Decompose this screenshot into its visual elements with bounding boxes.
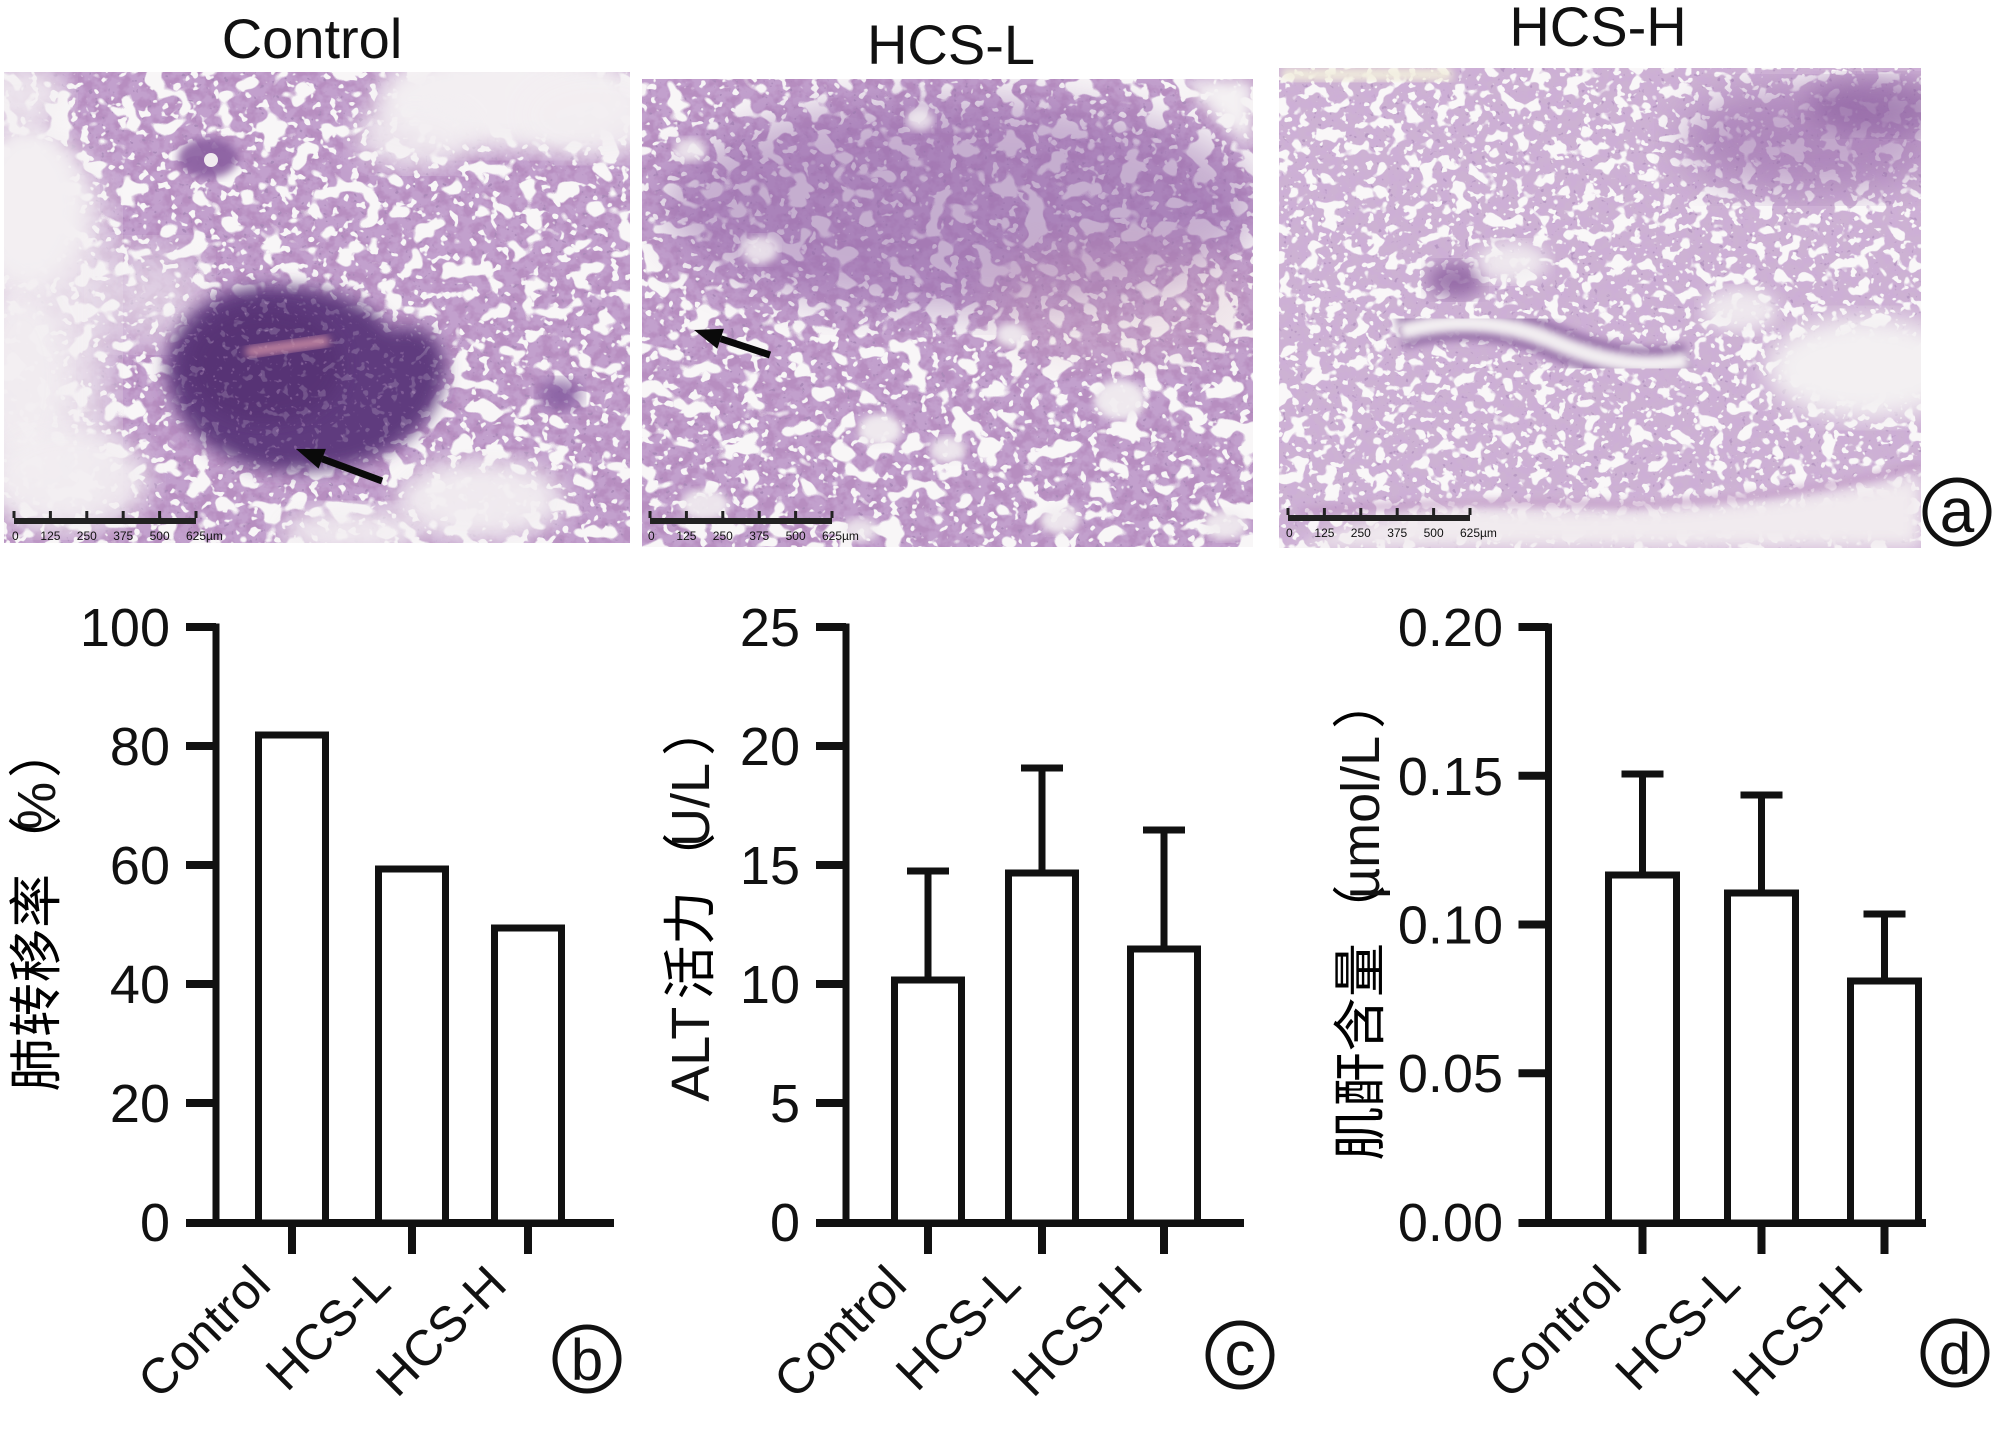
svg-text:HCS-H: HCS-H — [1509, 0, 1686, 58]
svg-text:b: b — [571, 1328, 603, 1393]
svg-text:375: 375 — [749, 529, 769, 543]
svg-text:20: 20 — [110, 1074, 170, 1134]
svg-text:a: a — [1940, 477, 1975, 546]
svg-text:Control: Control — [127, 1255, 281, 1409]
svg-text:500: 500 — [1424, 526, 1444, 540]
svg-text:25: 25 — [740, 598, 800, 658]
svg-text:0: 0 — [648, 529, 655, 543]
svg-text:625µm: 625µm — [822, 529, 859, 543]
svg-text:Control: Control — [222, 7, 403, 70]
svg-text:HCS-H: HCS-H — [365, 1255, 517, 1407]
svg-text:ALT: ALT — [661, 1007, 721, 1102]
svg-text:125: 125 — [1314, 526, 1334, 540]
svg-text:60: 60 — [110, 836, 170, 896]
svg-text:250: 250 — [1351, 526, 1371, 540]
svg-text:375: 375 — [113, 529, 133, 543]
svg-text:0.10: 0.10 — [1398, 896, 1503, 956]
svg-text:µmol/L: µmol/L — [1331, 736, 1391, 899]
svg-text:375: 375 — [1387, 526, 1407, 540]
svg-text:100: 100 — [80, 598, 170, 658]
svg-text:625µm: 625µm — [186, 529, 223, 543]
svg-text:HCS-L: HCS-L — [1605, 1255, 1751, 1401]
svg-text:Control: Control — [763, 1255, 917, 1409]
svg-text:U/L: U/L — [661, 763, 721, 847]
svg-text:10: 10 — [740, 955, 800, 1015]
svg-text:HCS-L: HCS-L — [867, 13, 1035, 76]
svg-text:Control: Control — [1478, 1255, 1632, 1409]
svg-text:0.15: 0.15 — [1398, 747, 1503, 807]
svg-text:20: 20 — [740, 717, 800, 777]
svg-text:250: 250 — [713, 529, 733, 543]
svg-text:0: 0 — [12, 529, 19, 543]
svg-text:625µm: 625µm — [1460, 526, 1497, 540]
svg-text:500: 500 — [786, 529, 806, 543]
svg-text:0: 0 — [1286, 526, 1293, 540]
svg-text:40: 40 — [110, 955, 170, 1015]
svg-text:HCS-H: HCS-H — [1722, 1255, 1874, 1407]
svg-text:250: 250 — [77, 529, 97, 543]
svg-text:HCS-H: HCS-H — [1001, 1255, 1153, 1407]
svg-text:125: 125 — [40, 529, 60, 543]
svg-text:5: 5 — [770, 1074, 800, 1134]
svg-text:0: 0 — [770, 1193, 800, 1253]
svg-text:%: % — [7, 782, 67, 830]
svg-text:80: 80 — [110, 717, 170, 777]
svg-text:0.05: 0.05 — [1398, 1044, 1503, 1104]
svg-text:500: 500 — [150, 529, 170, 543]
svg-text:0.20: 0.20 — [1398, 598, 1503, 658]
svg-text:HCS-L: HCS-L — [885, 1255, 1031, 1401]
svg-text:125: 125 — [676, 529, 696, 543]
svg-text:15: 15 — [740, 836, 800, 896]
svg-text:0: 0 — [140, 1193, 170, 1253]
svg-text:0.00: 0.00 — [1398, 1193, 1503, 1253]
svg-text:d: d — [1939, 1322, 1971, 1387]
svg-text:c: c — [1225, 1320, 1256, 1389]
